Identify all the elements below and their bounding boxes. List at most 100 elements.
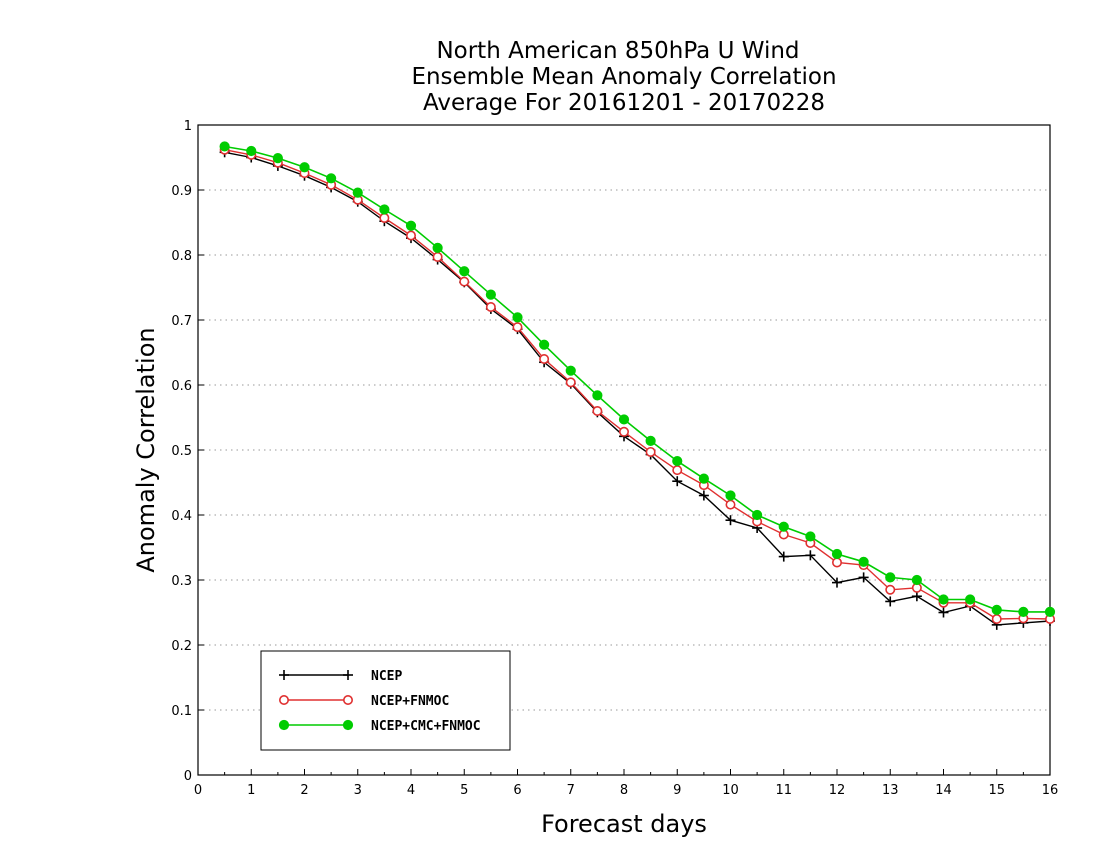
- data-point: [618, 414, 630, 425]
- series-0: [219, 147, 1055, 630]
- x-tick-label: 10: [722, 783, 739, 798]
- legend-marker: [342, 719, 354, 731]
- data-point: [832, 577, 842, 588]
- data-point: [405, 220, 417, 231]
- data-point: [592, 405, 603, 416]
- legend: NCEP NCEP+FNMOC NCEP+CMC+FNMOC: [260, 650, 511, 751]
- data-point: [432, 251, 443, 262]
- data-point: [778, 521, 789, 532]
- data-point: [672, 476, 683, 487]
- data-point: [885, 596, 896, 607]
- x-tick-label: 12: [829, 783, 846, 798]
- series-line: [224, 145, 1050, 613]
- data-point: [991, 613, 1002, 624]
- data-point: [379, 212, 390, 223]
- data-point: [459, 266, 470, 277]
- data-point: [885, 584, 896, 595]
- y-tick-label: 0.3: [171, 574, 192, 589]
- data-point: [725, 515, 736, 526]
- x-tick-label: 5: [460, 783, 468, 798]
- data-point: [805, 531, 816, 542]
- x-tick-label: 1: [247, 783, 255, 798]
- legend-marker: [278, 694, 289, 705]
- data-point: [326, 173, 337, 184]
- data-point: [432, 242, 443, 253]
- x-tick-label: 14: [935, 783, 952, 798]
- series-1: [219, 144, 1056, 624]
- data-point: [1044, 606, 1056, 617]
- x-tick-label: 11: [775, 783, 792, 798]
- legend-marker: [279, 670, 289, 680]
- chart-title-line-1: North American 850hPa U Wind: [436, 38, 799, 64]
- data-point: [565, 377, 576, 388]
- data-point: [485, 289, 496, 300]
- data-point: [672, 455, 683, 467]
- data-point: [938, 594, 949, 605]
- axis-ticks: 0 1 2 3 4 5 6 7 8 9 10 11 12 13 14 15 1600.10.20.30.40.5…: [171, 119, 1058, 798]
- data-point: [618, 426, 629, 437]
- data-point: [512, 312, 523, 323]
- y-tick-label: 0.6: [171, 379, 192, 394]
- data-point: [991, 604, 1002, 616]
- data-point: [539, 339, 550, 350]
- data-point: [778, 551, 789, 562]
- y-tick-label: 0: [184, 769, 192, 784]
- data-point: [831, 557, 842, 568]
- data-point: [565, 365, 576, 376]
- data-point: [885, 572, 896, 583]
- x-tick-label: 4: [407, 783, 415, 798]
- y-tick-label: 0.5: [171, 444, 192, 459]
- x-tick-label: 6: [513, 783, 521, 798]
- chart-title-line-3: Average For 20161201 - 20170228: [423, 90, 825, 116]
- legend-marker: [342, 694, 353, 705]
- x-tick-label: 8: [620, 783, 628, 798]
- data-point: [272, 153, 283, 164]
- legend-label: NCEP+CMC+FNMOC: [371, 719, 481, 734]
- x-axis-label: Forecast days: [541, 810, 707, 838]
- series-line: [224, 149, 1051, 620]
- data-point: [645, 435, 656, 446]
- data-point: [379, 204, 390, 215]
- data-point: [672, 465, 683, 476]
- x-tick-label: 15: [988, 783, 1005, 798]
- x-tick-label: 7: [567, 783, 575, 798]
- data-point: [246, 145, 257, 157]
- x-tick-label: 9: [673, 783, 681, 798]
- data-point: [1018, 606, 1029, 617]
- data-point: [965, 594, 976, 605]
- data-point: [805, 550, 816, 561]
- data-point: [352, 187, 363, 198]
- y-tick-label: 0.7: [171, 314, 192, 329]
- data-point: [219, 141, 230, 152]
- data-point: [299, 162, 310, 173]
- x-tick-label: 0: [194, 783, 202, 798]
- data-point: [858, 556, 869, 567]
- y-tick-label: 0.2: [171, 639, 192, 654]
- data-point: [725, 490, 736, 501]
- data-point: [539, 353, 550, 364]
- data-point: [938, 607, 949, 618]
- chart-title-line-2: Ensemble Mean Anomaly Correlation: [411, 64, 836, 90]
- legend-label: NCEP+FNMOC: [371, 694, 449, 709]
- series-2: [219, 141, 1056, 617]
- data-point: [698, 473, 709, 484]
- y-tick-label: 1: [184, 119, 192, 134]
- data-point: [485, 301, 496, 312]
- data-point: [911, 574, 922, 586]
- chart-title: North American 850hPa U Wind Ensemble Me…: [411, 38, 836, 116]
- data-point: [645, 446, 656, 457]
- data-point: [752, 509, 763, 521]
- data-point: [592, 390, 603, 401]
- x-tick-label: 3: [354, 783, 362, 798]
- data-point: [831, 548, 843, 560]
- y-tick-label: 0.1: [171, 704, 192, 719]
- x-tick-label: 13: [882, 783, 899, 798]
- y-tick-label: 0.8: [171, 249, 192, 264]
- data-point: [405, 230, 416, 241]
- x-tick-label: 2: [300, 783, 308, 798]
- data-point: [858, 572, 869, 583]
- data-point: [725, 499, 736, 510]
- y-tick-label: 0.4: [171, 509, 192, 524]
- data-point: [698, 490, 709, 501]
